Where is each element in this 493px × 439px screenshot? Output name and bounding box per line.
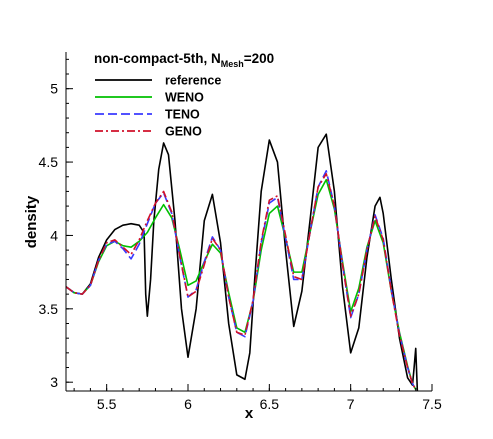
legend-label-weno: WENO <box>165 91 204 105</box>
y-tick-label: 4 <box>50 227 58 243</box>
x-tick-label: 5.5 <box>97 396 117 412</box>
y-tick-label: 5 <box>50 81 58 97</box>
x-tick-label: 7 <box>347 396 355 412</box>
y-axis-title: density <box>23 195 40 248</box>
series-line-reference <box>66 133 419 391</box>
legend-label-geno: GENO <box>165 125 202 139</box>
y-tick-label: 3 <box>50 374 58 390</box>
x-axis-title: x <box>245 405 254 422</box>
chart-title-prefix: non-compact-5th, N <box>94 51 221 66</box>
series-line-geno <box>66 173 417 390</box>
plot-area <box>66 52 432 391</box>
svg-text:non-compact-5th, NMesh=200: non-compact-5th, NMesh=200 <box>94 51 274 69</box>
x-tick-label: 6 <box>184 396 192 412</box>
x-tick-label: 6.5 <box>260 396 280 412</box>
legend-label-reference: reference <box>165 74 221 88</box>
chart-title-subscript: Mesh <box>221 59 244 69</box>
chart-title: non-compact-5th, NMesh=200 <box>94 51 274 69</box>
legend-label-teno: TENO <box>165 108 200 122</box>
series-layer <box>66 133 419 391</box>
y-tick-label: 4.5 <box>39 154 59 170</box>
x-tick-label: 7.5 <box>422 396 442 412</box>
chart-title-suffix: =200 <box>244 51 274 66</box>
axes-layer: 5.5 6 6.5 7 7.5 3 3.5 4 4.5 5 <box>39 52 442 412</box>
y-tick-label: 3.5 <box>39 301 59 317</box>
legend: reference WENO TENO GENO <box>95 74 221 139</box>
